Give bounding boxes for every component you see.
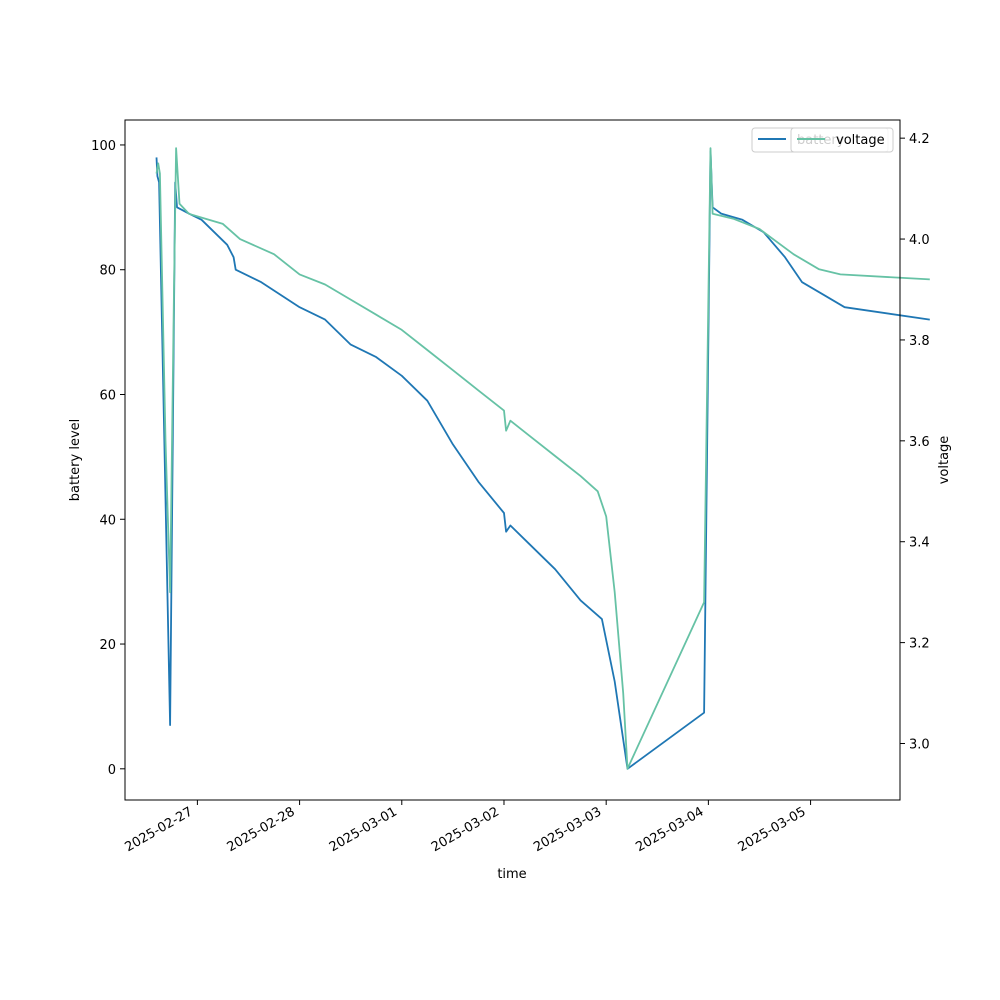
left-axis-label: battery level bbox=[68, 419, 83, 502]
legend-voltage-label: voltage bbox=[836, 133, 885, 148]
right-tick-label: 4.2 bbox=[909, 132, 930, 147]
x-axis-ticks: 2025-02-27 2025-02-28 2025-03-01 2025-03-02… bbox=[122, 800, 812, 855]
right-axis-label: voltage bbox=[937, 436, 952, 485]
right-tick-label: 3.6 bbox=[909, 435, 930, 450]
left-axis-ticks: 0 20 40 60 80 100 bbox=[91, 139, 125, 778]
x-tick-label: 2025-02-27 bbox=[122, 804, 195, 855]
series-line-battery bbox=[155, 150, 930, 770]
right-tick-label: 3.4 bbox=[909, 536, 930, 551]
series-line-voltage bbox=[155, 147, 930, 770]
left-tick-label: 20 bbox=[99, 638, 116, 653]
left-tick-label: 100 bbox=[91, 139, 116, 154]
x-tick-label: 2025-03-02 bbox=[429, 804, 502, 855]
x-axis-label: time bbox=[497, 867, 526, 882]
legend-voltage-frame bbox=[790, 127, 894, 153]
plot-area bbox=[125, 120, 900, 800]
series-layer bbox=[155, 147, 930, 770]
x-tick-label: 2025-03-05 bbox=[736, 804, 809, 855]
left-tick-label: 60 bbox=[99, 388, 116, 403]
x-tick-label: 2025-03-01 bbox=[327, 804, 400, 855]
x-tick-label: 2025-02-28 bbox=[225, 804, 298, 855]
right-axis-ticks: 3.0 3.2 3.4 3.6 3.8 4.0 4.2 bbox=[900, 132, 930, 753]
plot-frame bbox=[124, 119, 901, 801]
left-tick-label: 80 bbox=[99, 264, 116, 279]
x-tick-label: 2025-03-04 bbox=[633, 804, 706, 855]
right-tick-label: 3.8 bbox=[909, 334, 930, 349]
left-tick-label: 40 bbox=[99, 513, 116, 528]
right-tick-label: 3.0 bbox=[909, 738, 930, 753]
left-tick-label: 0 bbox=[108, 763, 116, 778]
legend-voltage: voltage bbox=[790, 127, 894, 153]
x-tick-label: 2025-03-03 bbox=[531, 804, 604, 855]
right-tick-label: 3.2 bbox=[909, 637, 930, 652]
right-tick-label: 4.0 bbox=[909, 233, 930, 248]
